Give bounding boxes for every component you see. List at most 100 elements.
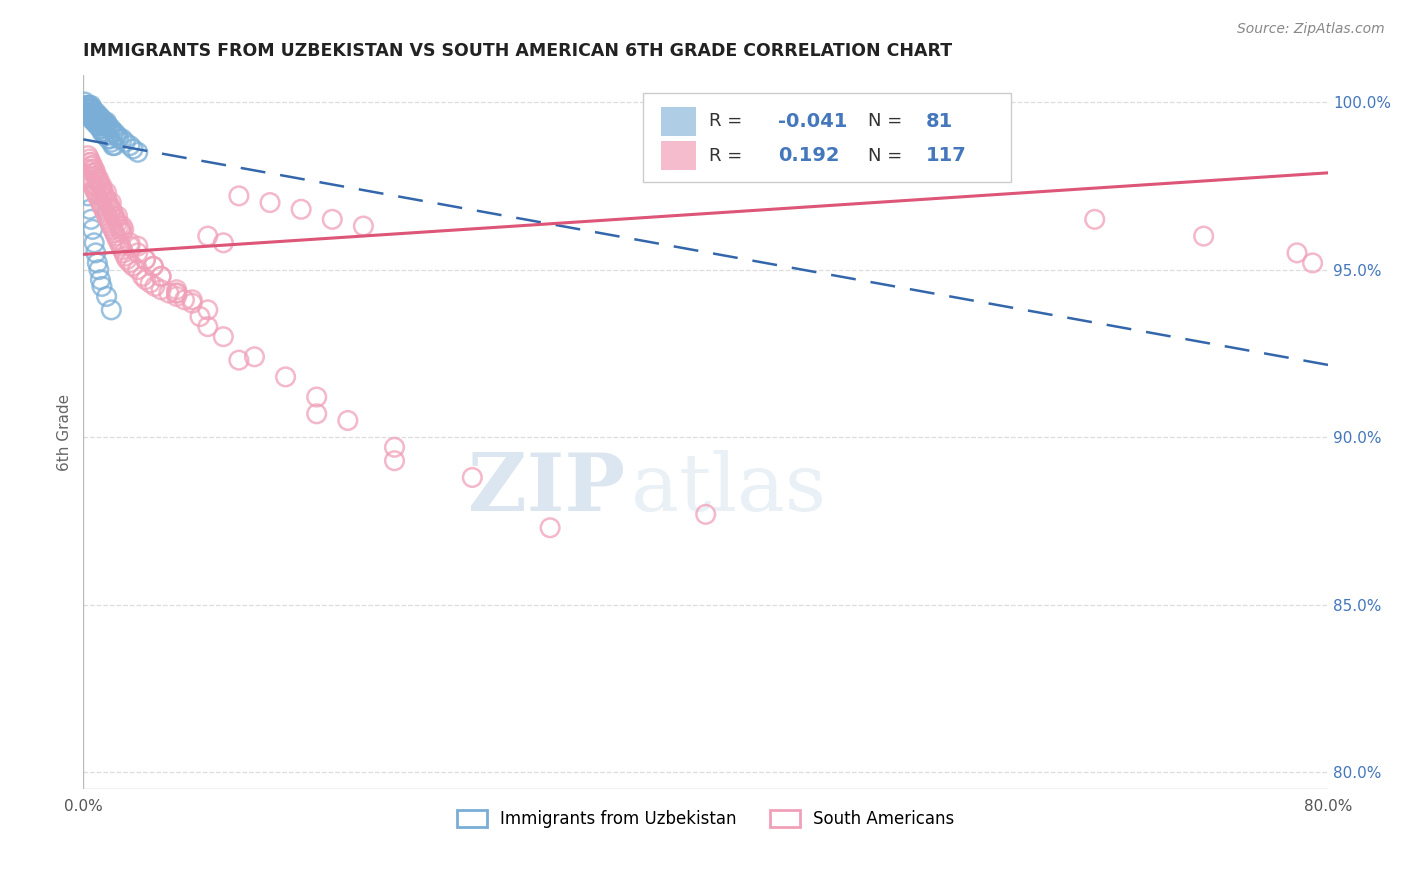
Point bbox=[108, 235, 131, 250]
Point bbox=[82, 178, 104, 193]
Point bbox=[1302, 256, 1324, 270]
Point bbox=[101, 138, 124, 153]
Point bbox=[89, 273, 111, 287]
Point bbox=[142, 260, 165, 274]
Point bbox=[384, 453, 406, 467]
Point bbox=[118, 235, 141, 250]
Point bbox=[122, 260, 145, 274]
Point bbox=[79, 202, 101, 217]
Legend: Immigrants from Uzbekistan, South Americans: Immigrants from Uzbekistan, South Americ… bbox=[450, 803, 962, 834]
Point bbox=[96, 192, 118, 206]
Point bbox=[1192, 229, 1215, 244]
Point bbox=[143, 279, 166, 293]
Point bbox=[77, 98, 100, 112]
Point bbox=[274, 370, 297, 384]
Point bbox=[97, 195, 120, 210]
Point bbox=[97, 119, 120, 133]
Point bbox=[91, 189, 114, 203]
Point bbox=[101, 205, 124, 219]
Point bbox=[197, 302, 219, 317]
Point bbox=[91, 115, 114, 129]
Point bbox=[89, 121, 111, 136]
Point bbox=[97, 132, 120, 146]
Point bbox=[87, 262, 110, 277]
Point bbox=[107, 209, 129, 223]
Point bbox=[188, 310, 211, 324]
Point bbox=[84, 108, 107, 122]
Y-axis label: 6th Grade: 6th Grade bbox=[58, 393, 72, 471]
Point bbox=[94, 128, 117, 143]
Point bbox=[79, 152, 101, 166]
Point bbox=[100, 202, 122, 217]
Point bbox=[305, 407, 328, 421]
Point bbox=[110, 239, 132, 253]
Point bbox=[87, 112, 110, 126]
Point bbox=[89, 112, 111, 126]
Text: ZIP: ZIP bbox=[468, 450, 624, 528]
Point bbox=[91, 199, 114, 213]
Point bbox=[77, 169, 100, 183]
Point bbox=[84, 115, 107, 129]
Point bbox=[94, 119, 117, 133]
Point bbox=[101, 222, 124, 236]
Text: N =: N = bbox=[868, 147, 907, 165]
Text: atlas: atlas bbox=[631, 450, 827, 528]
Point bbox=[80, 98, 103, 112]
Point bbox=[87, 108, 110, 122]
Point bbox=[96, 209, 118, 223]
Point bbox=[80, 112, 103, 126]
Point bbox=[98, 216, 121, 230]
Point bbox=[83, 162, 105, 177]
Point bbox=[108, 219, 131, 233]
Point bbox=[77, 102, 100, 116]
Point bbox=[75, 98, 97, 112]
Point bbox=[100, 202, 122, 217]
Point bbox=[290, 202, 312, 217]
Point bbox=[96, 186, 118, 200]
Point bbox=[111, 226, 134, 240]
Point bbox=[118, 138, 141, 153]
FancyBboxPatch shape bbox=[661, 107, 696, 136]
Point bbox=[87, 176, 110, 190]
Point bbox=[80, 159, 103, 173]
Point bbox=[98, 199, 121, 213]
Point bbox=[112, 222, 135, 236]
Point bbox=[75, 162, 97, 177]
Point bbox=[384, 440, 406, 454]
Point bbox=[166, 286, 188, 301]
Point bbox=[94, 115, 117, 129]
Point bbox=[86, 256, 108, 270]
Point bbox=[82, 162, 104, 177]
Point bbox=[80, 108, 103, 122]
Point bbox=[83, 108, 105, 122]
Point bbox=[101, 125, 124, 139]
Point bbox=[89, 178, 111, 193]
Point bbox=[89, 115, 111, 129]
Point bbox=[127, 239, 149, 253]
Point bbox=[107, 216, 129, 230]
Point bbox=[104, 128, 127, 143]
Point bbox=[91, 125, 114, 139]
Point bbox=[115, 252, 138, 267]
Point bbox=[79, 155, 101, 169]
Point bbox=[228, 189, 250, 203]
Point bbox=[100, 195, 122, 210]
Point bbox=[93, 186, 115, 200]
Point bbox=[94, 205, 117, 219]
Text: N =: N = bbox=[868, 112, 907, 130]
Point bbox=[150, 283, 173, 297]
Point bbox=[86, 172, 108, 186]
Point bbox=[114, 135, 136, 149]
Point bbox=[82, 222, 104, 236]
Point bbox=[695, 508, 717, 522]
Point bbox=[103, 226, 125, 240]
Point bbox=[86, 189, 108, 203]
Point bbox=[91, 178, 114, 193]
Point bbox=[82, 105, 104, 120]
Point bbox=[166, 289, 188, 303]
Point bbox=[107, 232, 129, 246]
Point bbox=[228, 353, 250, 368]
Text: R =: R = bbox=[710, 112, 748, 130]
Point bbox=[86, 119, 108, 133]
Point bbox=[83, 182, 105, 196]
